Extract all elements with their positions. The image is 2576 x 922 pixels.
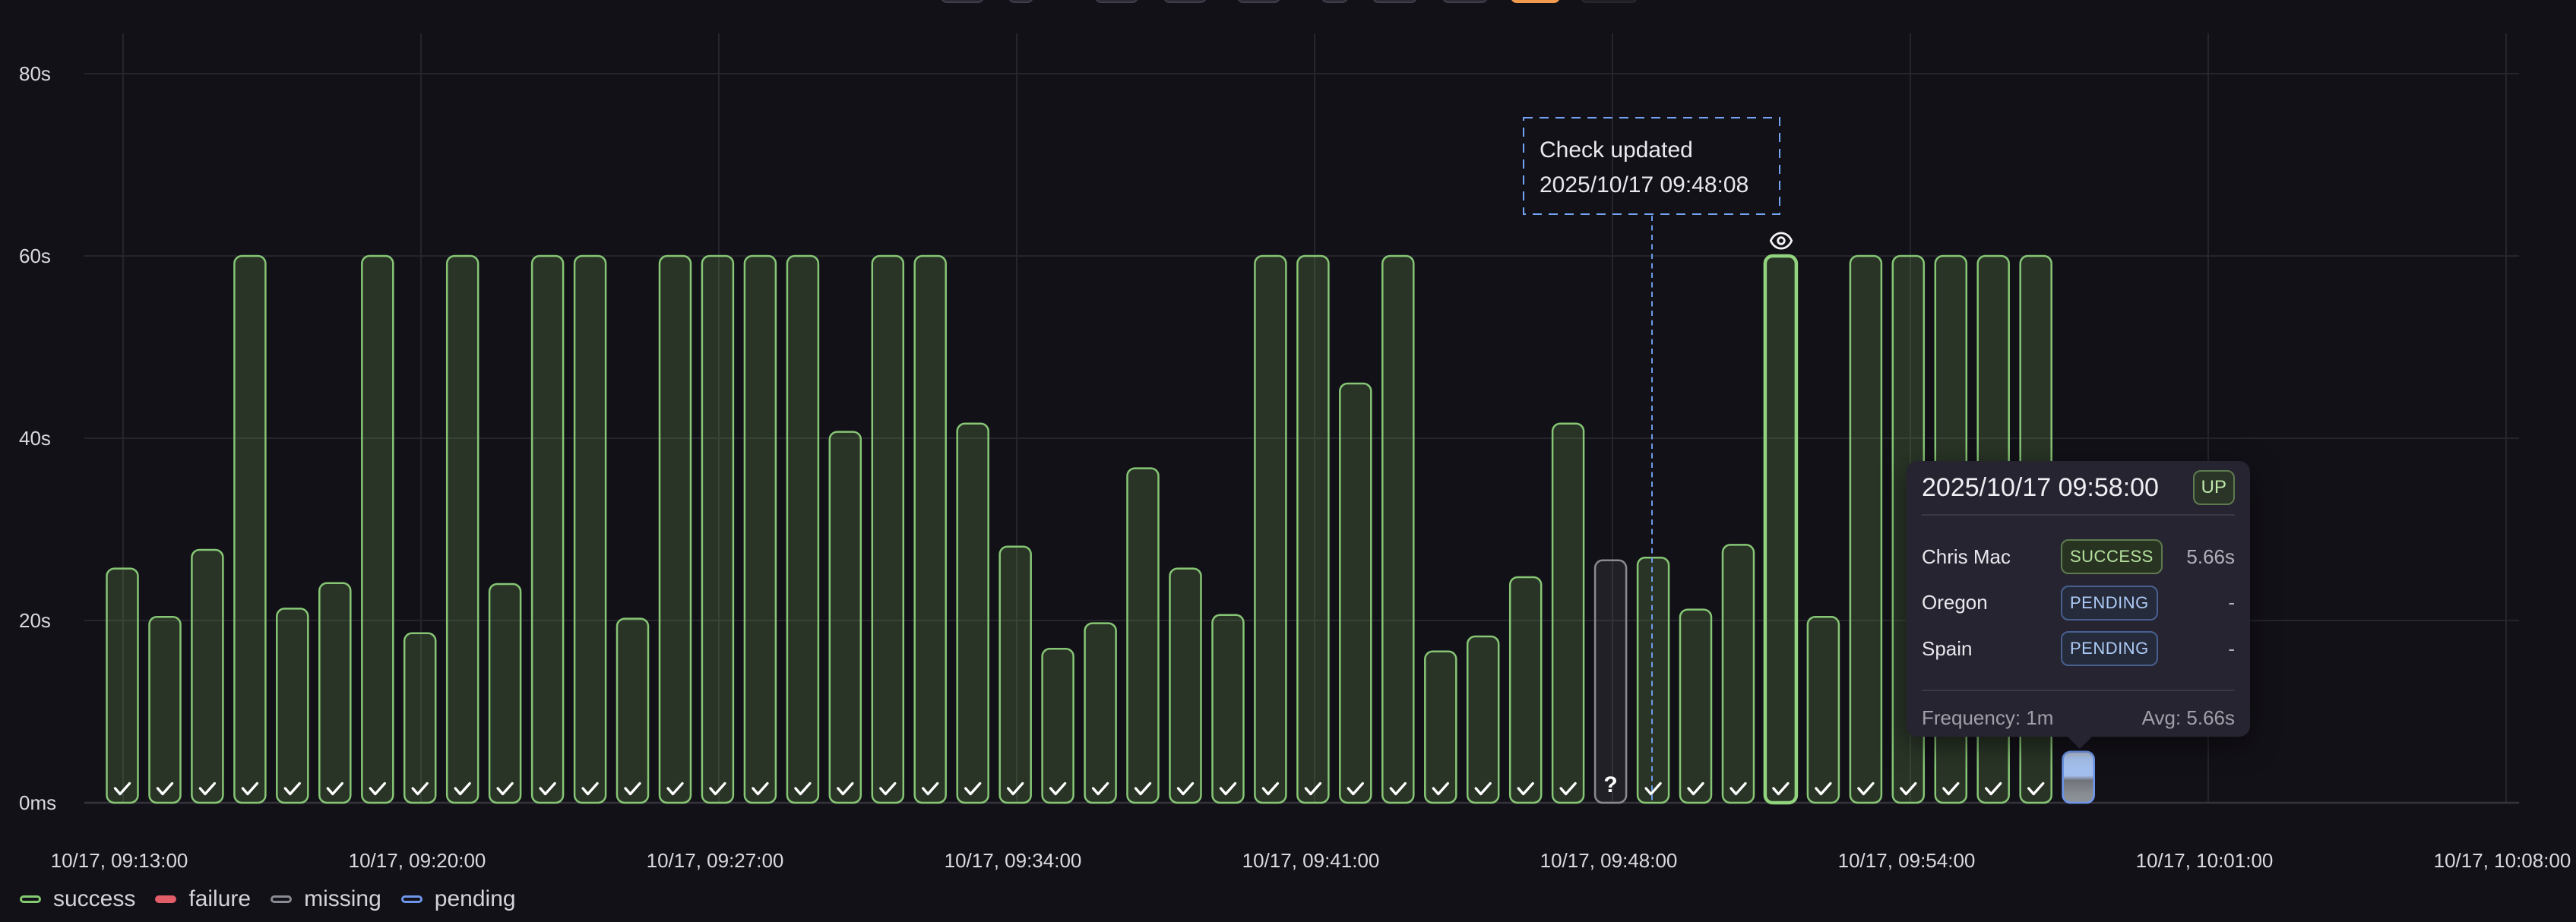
svg-text:10/17, 09:34:00: 10/17, 09:34:00 (945, 849, 1082, 872)
svg-text:10/17, 09:13:00: 10/17, 09:13:00 (51, 849, 188, 872)
svg-text:0ms: 0ms (19, 791, 56, 814)
svg-text:10/17, 09:27:00: 10/17, 09:27:00 (647, 849, 784, 872)
svg-text:10/17, 10:08:00: 10/17, 10:08:00 (2434, 849, 2571, 872)
svg-text:10/17, 10:01:00: 10/17, 10:01:00 (2136, 849, 2274, 872)
svg-text:10/17, 09:41:00: 10/17, 09:41:00 (1242, 849, 1380, 872)
svg-text:80s: 80s (19, 62, 51, 85)
svg-text:10/17, 09:54:00: 10/17, 09:54:00 (1838, 849, 1976, 872)
svg-text:60s: 60s (19, 245, 51, 267)
svg-text:20s: 20s (19, 609, 51, 632)
svg-text:10/17, 09:20:00: 10/17, 09:20:00 (349, 849, 486, 872)
svg-text:40s: 40s (19, 427, 51, 450)
svg-text:?: ? (1603, 772, 1617, 797)
svg-text:10/17, 09:48:00: 10/17, 09:48:00 (1540, 849, 1678, 872)
